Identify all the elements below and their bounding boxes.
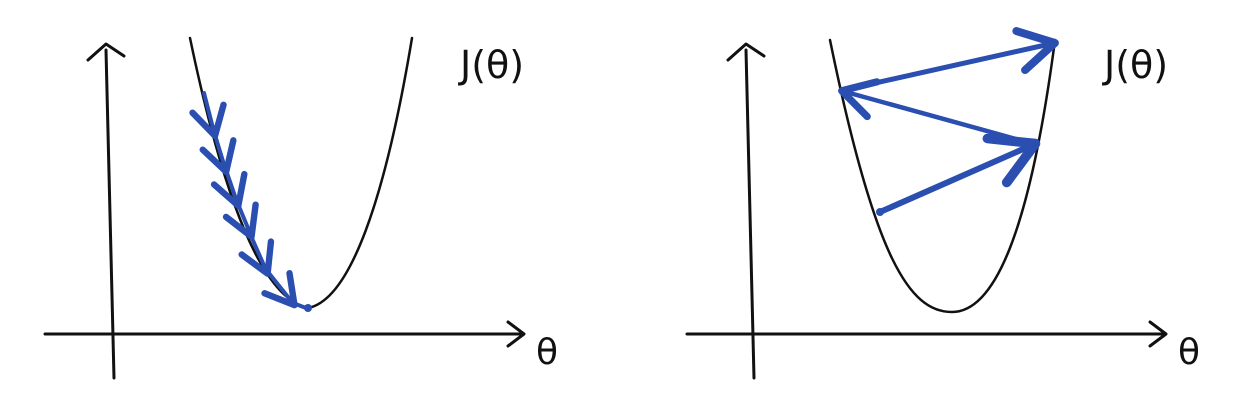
y-axis — [104, 48, 116, 380]
step-arrow — [189, 91, 227, 140]
x-axis-arrow-icon — [1148, 320, 1168, 348]
cost-curve — [188, 36, 414, 310]
x-axis-arrow-icon — [506, 320, 526, 348]
y-axis — [744, 48, 756, 380]
step-arrow — [261, 270, 298, 309]
start-point — [876, 208, 884, 216]
step-arrow — [838, 78, 1037, 147]
step-arrow — [199, 133, 237, 176]
step-arrow — [210, 168, 248, 209]
step-arrow — [841, 27, 1059, 93]
y-axis-label: J(θ) — [458, 43, 524, 87]
y-axis-arrow-icon — [86, 42, 126, 62]
step-arrow — [222, 201, 259, 240]
step-arrow — [877, 133, 1041, 215]
gradient-steps — [189, 91, 312, 312]
y-axis-arrow-icon — [726, 42, 766, 62]
y-axis-label: J(θ) — [1102, 43, 1168, 87]
x-axis-label: θ — [536, 332, 558, 373]
minimum-point — [304, 304, 312, 312]
step-arrow — [291, 301, 308, 310]
cost-curve — [828, 38, 1057, 314]
gradient-steps — [838, 27, 1059, 216]
panel-large-steps: J(θ) θ — [685, 27, 1200, 380]
x-axis-label: θ — [1178, 332, 1200, 373]
panel-small-steps: J(θ) θ — [43, 36, 558, 380]
step-arrow — [238, 234, 275, 277]
